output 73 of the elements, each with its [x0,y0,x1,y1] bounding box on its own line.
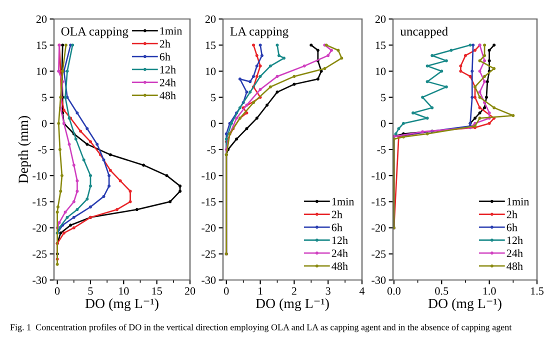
y-tick-label: 0 [42,120,47,128]
y-tick-label: 10 [36,68,47,76]
x-tick-label: 0.5 [435,287,448,295]
y-tick-label: -25 [32,250,47,258]
y-axis-title: Depth (mm) [18,116,31,184]
legend-label: 24h [160,78,176,86]
x-axis-title: DO (mg L⁻¹) [85,298,158,312]
y-tick-label: -20 [202,224,216,232]
y-tick-label: 15 [36,42,47,50]
y-tick-label: 10 [206,68,216,76]
y-tick-label: -25 [202,250,216,258]
y-tick-label: 15 [376,42,386,50]
legend-label: 12h [332,236,348,244]
x-tick-label: 15 [152,287,162,295]
y-tick-label: 5 [211,94,216,102]
x-tick-label: 5 [88,287,93,295]
legend-label: 1min [507,198,530,206]
legend-label: 1min [160,27,182,35]
legend-label: 6h [506,223,518,232]
legend-label: 2h [332,210,342,218]
x-tick-label: 0 [224,287,229,295]
y-tick-label: -20 [32,224,47,232]
y-tick-label: -25 [372,250,386,258]
x-tick-label: 0 [54,287,60,295]
x-tick-label: 2 [292,287,296,295]
y-tick-label: 5 [381,94,386,102]
x-axis-title: DO (mg L⁻¹) [256,298,329,312]
x-tick-label: 10 [119,287,129,295]
y-tick-label: -5 [38,146,47,154]
y-tick-label: 20 [375,15,386,23]
legend-label: 48h [506,262,523,270]
legend-label: 6h [160,52,170,61]
y-tick-label: -15 [202,198,216,206]
y-tick-label: 20 [205,15,216,23]
y-tick-label: -10 [32,172,47,180]
legend-label: 12h [160,66,176,74]
x-tick-label: 1.0 [483,287,496,295]
y-tick-label: -5 [207,146,216,154]
y-tick-label: -5 [377,146,386,154]
legend-label: 2h [506,210,518,218]
y-tick-label: 0 [210,120,216,128]
y-tick-label: -15 [372,198,386,206]
text: LA capping [230,27,288,38]
x-tick-label: 4 [359,287,365,295]
x-tick-label: 1.5 [531,287,544,295]
legend-label: 48h [160,91,176,100]
caption: Fig. 1 Concentration profiles of DO in the vertical direction employing OLA and LA as capping agent and in the absence of capping agent [10,324,512,332]
y-tick-label: -30 [202,276,216,284]
x-axis-title: DO (mg L⁻¹) [428,298,502,312]
y-tick-label: 10 [376,68,386,76]
y-tick-label: -10 [372,172,386,180]
y-tick-label: -30 [32,276,47,284]
text: OLA capping [61,27,128,38]
x-tick-label: 3 [326,287,330,295]
y-tick-label: 0 [380,120,386,128]
legend-label: 24h [506,249,523,257]
legend-label: 12h [507,236,523,244]
x-tick-label: 20 [184,287,196,295]
y-tick-label: -15 [32,198,47,206]
legend-label: 1min [332,198,354,206]
y-tick-label: -30 [372,276,386,284]
y-tick-label: -10 [202,172,216,180]
y-tick-label: 5 [42,94,47,102]
legend-label: 48h [332,262,348,270]
legend-label: 6h [332,223,342,232]
legend-label: 2h [160,40,170,48]
text: uncapped [400,26,448,38]
y-tick-label: 15 [206,42,216,50]
x-tick-label: 1 [258,287,262,295]
legend-label: 24h [332,249,348,257]
y-tick-label: -20 [372,224,386,232]
x-tick-label: 0.0 [387,287,400,295]
y-tick-label: 20 [36,15,47,23]
